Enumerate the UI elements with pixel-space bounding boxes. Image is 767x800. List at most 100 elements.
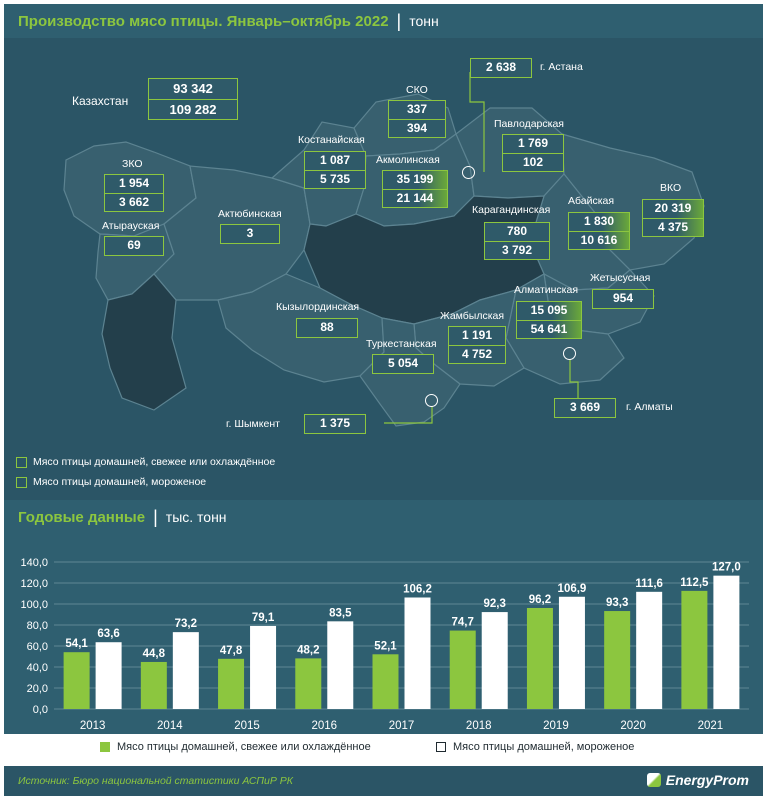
region-fresh-sko: 337 bbox=[406, 102, 428, 116]
legend-label-frozen: Мясо птицы домашней, мороженое bbox=[33, 476, 207, 488]
leader-line-astana bbox=[469, 72, 485, 172]
y-tick-label: 140,0 bbox=[20, 557, 48, 569]
region-frozen-kostanay: 5 735 bbox=[305, 170, 365, 188]
region-fresh-zhetysu: 954 bbox=[612, 291, 634, 305]
leader-line-shymkent bbox=[384, 406, 433, 424]
chart-header: Годовые данные | тыс. тонн bbox=[4, 500, 763, 534]
shymkent-location-icon bbox=[425, 394, 438, 407]
data-label: 96,2 bbox=[529, 594, 551, 606]
bar bbox=[295, 658, 322, 709]
legend-swatch-fresh bbox=[16, 456, 27, 468]
region-fresh-aktobe: 3 bbox=[246, 226, 254, 240]
region-label-almaty: Алматинская bbox=[514, 284, 579, 296]
chart-unit: тыс. тонн bbox=[165, 509, 227, 525]
data-label: 112,5 bbox=[680, 577, 709, 589]
x-tick-label: 2013 bbox=[80, 720, 106, 732]
bar bbox=[713, 575, 740, 709]
bar bbox=[481, 612, 508, 709]
data-label: 48,2 bbox=[297, 644, 319, 656]
chart-title: Годовые данные bbox=[18, 508, 146, 526]
region-frozen-zhambyl: 4 752 bbox=[449, 345, 505, 363]
legend-label-fresh: Мясо птицы домашней, свежее или охлаждён… bbox=[33, 456, 276, 468]
region-values-atyrau: 69 bbox=[104, 236, 164, 256]
region-shape-mangystau bbox=[101, 273, 187, 411]
bar bbox=[604, 611, 631, 709]
region-label-zko: ЗКО bbox=[122, 158, 143, 170]
x-tick-label: 2017 bbox=[389, 720, 415, 732]
region-label-abay: Абайская bbox=[568, 195, 615, 207]
map-title: Производство мясо птицы. Январь–октябрь … bbox=[18, 12, 389, 30]
region-frozen-sko: 394 bbox=[389, 119, 445, 137]
chart-legend-label-fresh: Мясо птицы домашней, свежее или охлаждён… bbox=[117, 741, 371, 753]
brand-name: EnergyProm bbox=[665, 772, 749, 788]
region-values-kostanay: 1 087 5 735 bbox=[304, 151, 366, 189]
region-values-abay: 1 830 10 616 bbox=[568, 212, 630, 250]
almaty-location-icon bbox=[563, 347, 576, 360]
region-fresh-pavlodar: 1 769 bbox=[517, 136, 549, 150]
data-label: 83,5 bbox=[329, 607, 352, 619]
region-values-turkestan: 5 054 bbox=[372, 354, 434, 374]
bar bbox=[95, 642, 122, 709]
region-label-zhambyl: Жамбылская bbox=[440, 310, 505, 322]
x-tick-label: 2021 bbox=[698, 720, 724, 732]
y-tick-label: 100,0 bbox=[20, 599, 48, 611]
region-values-sko: 337 394 bbox=[388, 100, 446, 138]
region-label-akmola: Акмолинская bbox=[376, 154, 440, 166]
bar bbox=[218, 658, 245, 709]
kazakhstan-values: 93 342 109 282 bbox=[148, 78, 238, 120]
chart-legend-swatch-fresh bbox=[100, 742, 110, 752]
astana-location-icon bbox=[462, 166, 475, 179]
region-values-vko: 20 319 4 375 bbox=[642, 199, 704, 237]
y-tick-label: 120,0 bbox=[20, 578, 48, 590]
bar bbox=[558, 596, 585, 709]
map-header: Производство мясо птицы. Январь–октябрь … bbox=[4, 4, 763, 38]
legend-swatch-frozen bbox=[16, 476, 27, 488]
data-label: 93,3 bbox=[606, 597, 628, 609]
bar bbox=[681, 590, 708, 709]
region-frozen-zko: 3 662 bbox=[105, 193, 163, 211]
city-values-almaty: 3 669 bbox=[554, 398, 616, 418]
region-label-sko: СКО bbox=[406, 84, 428, 96]
bar bbox=[63, 652, 90, 709]
bar bbox=[250, 625, 277, 709]
region-values-pavlodar: 1 769 102 bbox=[502, 134, 564, 172]
region-label-karaganda: Карагандинская bbox=[472, 204, 551, 216]
infographic: Производство мясо птицы. Январь–октябрь … bbox=[4, 4, 763, 796]
x-tick-label: 2016 bbox=[311, 720, 337, 732]
region-values-akmola: 35 199 21 144 bbox=[382, 170, 448, 208]
bar bbox=[404, 597, 431, 709]
kazakhstan-map: Казахстан 93 342 109 282 ЗКО 1 954 3 662… bbox=[4, 38, 763, 500]
city-value-astana: 2 638 bbox=[485, 60, 517, 74]
y-tick-label: 80,0 bbox=[27, 620, 48, 632]
data-label: 74,7 bbox=[452, 617, 474, 629]
city-value-almaty: 3 669 bbox=[569, 400, 601, 414]
region-label-zhetysu: Жетысусная bbox=[590, 272, 651, 284]
region-label-kostanay: Костанайская bbox=[298, 134, 365, 146]
region-label-aktobe: Актюбинская bbox=[218, 208, 282, 220]
city-label-shymkent: г. Шымкент bbox=[226, 418, 280, 430]
region-fresh-vko: 20 319 bbox=[654, 201, 692, 215]
map-legend-frozen: Мясо птицы домашней, мороженое bbox=[16, 476, 206, 488]
kazakhstan-fresh: 93 342 bbox=[173, 81, 213, 96]
chart-title-separator: | bbox=[153, 506, 158, 527]
region-values-zko: 1 954 3 662 bbox=[104, 174, 164, 212]
energyprom-logo-icon bbox=[646, 773, 661, 787]
bar bbox=[449, 630, 476, 709]
annual-bar-chart: 0,0 20,0 40,0 60,0 80,0 100,0 120,0 140,0 54,1 63… bbox=[4, 534, 763, 766]
bar bbox=[140, 661, 167, 709]
region-fresh-kyzylorda: 88 bbox=[320, 320, 334, 334]
city-values-shymkent: 1 375 bbox=[304, 414, 366, 434]
city-label-astana: г. Астана bbox=[540, 61, 583, 73]
bar bbox=[372, 654, 399, 709]
x-tick-label: 2018 bbox=[466, 720, 492, 732]
region-values-almaty: 15 095 54 641 bbox=[516, 301, 582, 339]
chart-legend-swatch-frozen bbox=[436, 742, 446, 752]
data-label: 44,8 bbox=[143, 648, 166, 660]
region-frozen-abay: 10 616 bbox=[569, 231, 629, 249]
region-fresh-karaganda: 780 bbox=[506, 224, 528, 238]
region-values-karaganda: 780 3 792 bbox=[484, 222, 550, 260]
map-title-separator: | bbox=[396, 10, 402, 31]
region-fresh-zko: 1 954 bbox=[118, 176, 150, 190]
region-label-atyrau: Атырауская bbox=[102, 220, 160, 232]
chart-legend-fresh: Мясо птицы домашней, свежее или охлаждён… bbox=[100, 741, 371, 753]
